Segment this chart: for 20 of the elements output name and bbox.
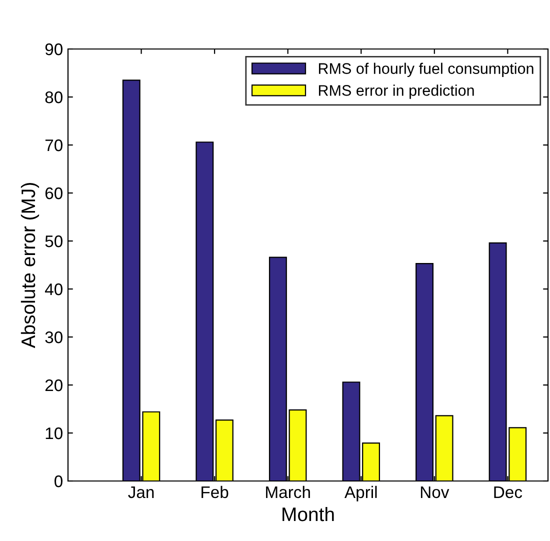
y-tick-label: 80	[45, 91, 62, 104]
y-tick-label: 20	[45, 379, 62, 392]
y-tick-label: 60	[45, 187, 62, 200]
y-axis-title: Absolute error (MJ)	[20, 183, 40, 348]
y-tick-label: 50	[45, 235, 62, 248]
x-tick-label: Jan	[128, 486, 154, 498]
x-tick-label: Nov	[420, 486, 450, 498]
x-axis-title: Month	[282, 506, 334, 522]
x-tick-label: Feb	[202, 486, 228, 498]
x-tick-label: Dec	[494, 486, 522, 498]
y-tick-label: 40	[44, 283, 62, 296]
legend-label: RMS of hourly fuel consumption	[318, 62, 534, 77]
y-tick-label: 90	[45, 43, 62, 56]
x-tick-label: March	[266, 486, 310, 498]
x-tick-label: April	[344, 486, 377, 502]
y-tick-label: 0	[54, 475, 62, 488]
y-tick-label: 10	[46, 427, 62, 440]
y-tick-label: 30	[45, 331, 62, 344]
y-tick-label: 70	[45, 139, 62, 152]
legend-label: RMS error in prediction	[318, 84, 474, 99]
